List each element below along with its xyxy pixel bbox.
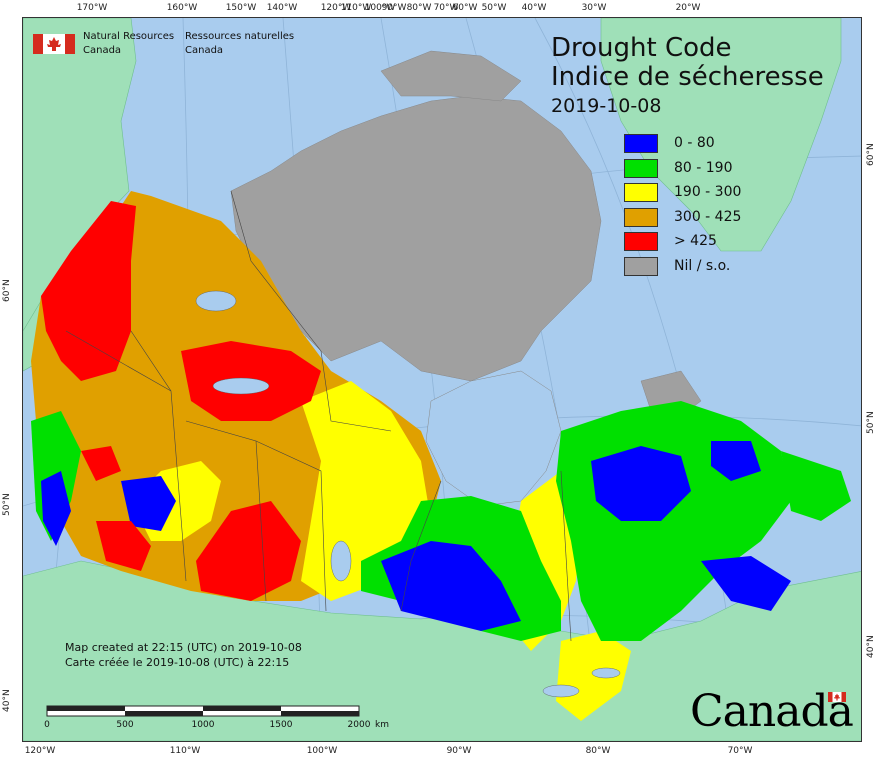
dc-425-bc-central <box>81 446 121 481</box>
tick-left-50n: 50°N <box>2 493 12 516</box>
greenland-land <box>600 18 842 252</box>
canada-flag-icon <box>33 34 75 54</box>
tick-top-170w: 170°W <box>76 3 108 13</box>
hudson-bay <box>425 370 562 507</box>
tick-bottom-100w: 100°W <box>306 746 338 756</box>
tick-top-110w: 110°W <box>340 3 372 13</box>
tick-left-60n: 60°N <box>2 279 12 302</box>
tick-right-40n: 40°N <box>866 635 876 658</box>
lakes <box>195 290 621 698</box>
lake-ontario <box>591 667 621 679</box>
dc-0-80-bc-interior <box>121 476 176 531</box>
agency-french: Ressources naturelles Canada <box>185 30 294 58</box>
legend-label: 80 - 190 <box>674 159 733 176</box>
legend-swatch <box>624 256 658 276</box>
dc-0-80-labrador <box>711 441 761 481</box>
map-title-block: Drought Code Indice de sécheresse 2019-1… <box>551 34 851 118</box>
tick-bottom-70w: 70°W <box>727 746 753 756</box>
lake-winnipeg <box>330 540 352 582</box>
scale-label-2000: 2000 <box>347 720 371 730</box>
tick-top-150w: 150°W <box>225 3 257 13</box>
scale-label-1000: 1000 <box>191 720 215 730</box>
tick-top-50w: 50°W <box>481 3 507 13</box>
map-title-english: Drought Code <box>551 33 732 63</box>
arctic-nodata <box>230 50 702 417</box>
agency-en-line1: Natural Resources <box>83 31 175 42</box>
dc-0-80-nw-ontario <box>381 541 521 631</box>
provincial-borders <box>65 190 572 642</box>
tick-bottom-80w: 80°W <box>585 746 611 756</box>
ellesmere-island <box>380 50 522 102</box>
tick-top-100w: 100°W <box>364 3 396 13</box>
scale-bar: 0 500 1000 1500 2000 km <box>44 705 389 735</box>
map-svg <box>23 18 861 741</box>
dc-0-80-gaspe <box>701 556 791 611</box>
legend-swatch <box>624 183 658 202</box>
tick-top-20w: 20°W <box>675 3 701 13</box>
tick-left-40n: 40°N <box>2 689 12 712</box>
scale-label-1500: 1500 <box>269 720 293 730</box>
great-bear-lake <box>195 290 237 312</box>
tick-bottom-110w: 110°W <box>169 746 201 756</box>
legend-label: 190 - 300 <box>674 184 742 200</box>
tick-top-60w: 60°W <box>452 3 478 13</box>
tick-top-80w: 80°W <box>406 3 432 13</box>
legend-swatch <box>624 207 658 227</box>
agency-en-line2: Canada <box>83 45 122 56</box>
tick-top-40w: 40°W <box>521 3 547 13</box>
tick-top-140w: 140°W <box>266 3 298 13</box>
map-canvas[interactable] <box>22 17 862 742</box>
canada-wordmark: Canada <box>690 686 854 737</box>
dc-0-80-bc-coast <box>41 471 71 546</box>
dc-425-yukon <box>41 201 136 381</box>
legend-swatch <box>624 158 658 178</box>
map-title-french: Indice de sécheresse <box>551 62 824 92</box>
legend-swatch <box>624 232 658 251</box>
agency-fr-line1: Ressources naturelles <box>185 31 295 42</box>
map-credits: Map created at 22:15 (UTC) on 2019-10-08… <box>65 640 302 670</box>
tick-top-70w: 70°W <box>433 3 459 13</box>
tick-top-90w: 90°W <box>381 3 407 13</box>
dc-425-alberta-sask <box>196 501 301 601</box>
credit-french: Carte créée le 2019-10-08 (UTC) à 22:15 <box>65 656 290 669</box>
legend-label: > 425 <box>674 233 717 249</box>
lake-erie <box>542 684 580 698</box>
tick-bottom-90w: 90°W <box>446 746 472 756</box>
dc-425-bc-south <box>96 521 151 571</box>
scale-unit: km <box>375 720 389 730</box>
scale-label-500: 500 <box>116 720 134 730</box>
dc-190-300-southern-ontario <box>556 631 631 721</box>
legend-label: 0 - 80 <box>674 135 715 151</box>
tick-top-160w: 160°W <box>166 3 198 13</box>
tick-right-50n: 50°N <box>866 411 876 434</box>
legend-swatch <box>624 134 658 153</box>
dc-80-190-newfoundland <box>781 451 851 521</box>
map-date: 2019-10-08 <box>551 95 662 117</box>
tick-right-60n: 60°N <box>866 143 876 166</box>
tick-top-30w: 30°W <box>581 3 607 13</box>
legend-label: Nil / s.o. <box>674 257 731 274</box>
tick-top-120w: 120°W <box>320 3 352 13</box>
agency-fr-line2: Canada <box>185 45 224 56</box>
wordmark-flag-icon <box>828 692 846 702</box>
agency-block: Natural Resources Canada Ressources natu… <box>33 30 313 60</box>
legend-label: 300 - 425 <box>674 208 742 225</box>
great-slave-lake <box>212 377 270 395</box>
dc-0-80-quebec-north <box>591 446 691 521</box>
tick-bottom-120w: 120°W <box>24 746 56 756</box>
scale-bar-graphic <box>46 705 360 717</box>
agency-english: Natural Resources Canada <box>83 30 174 58</box>
credit-english: Map created at 22:15 (UTC) on 2019-10-08 <box>65 641 302 654</box>
scale-label-0: 0 <box>44 720 50 730</box>
